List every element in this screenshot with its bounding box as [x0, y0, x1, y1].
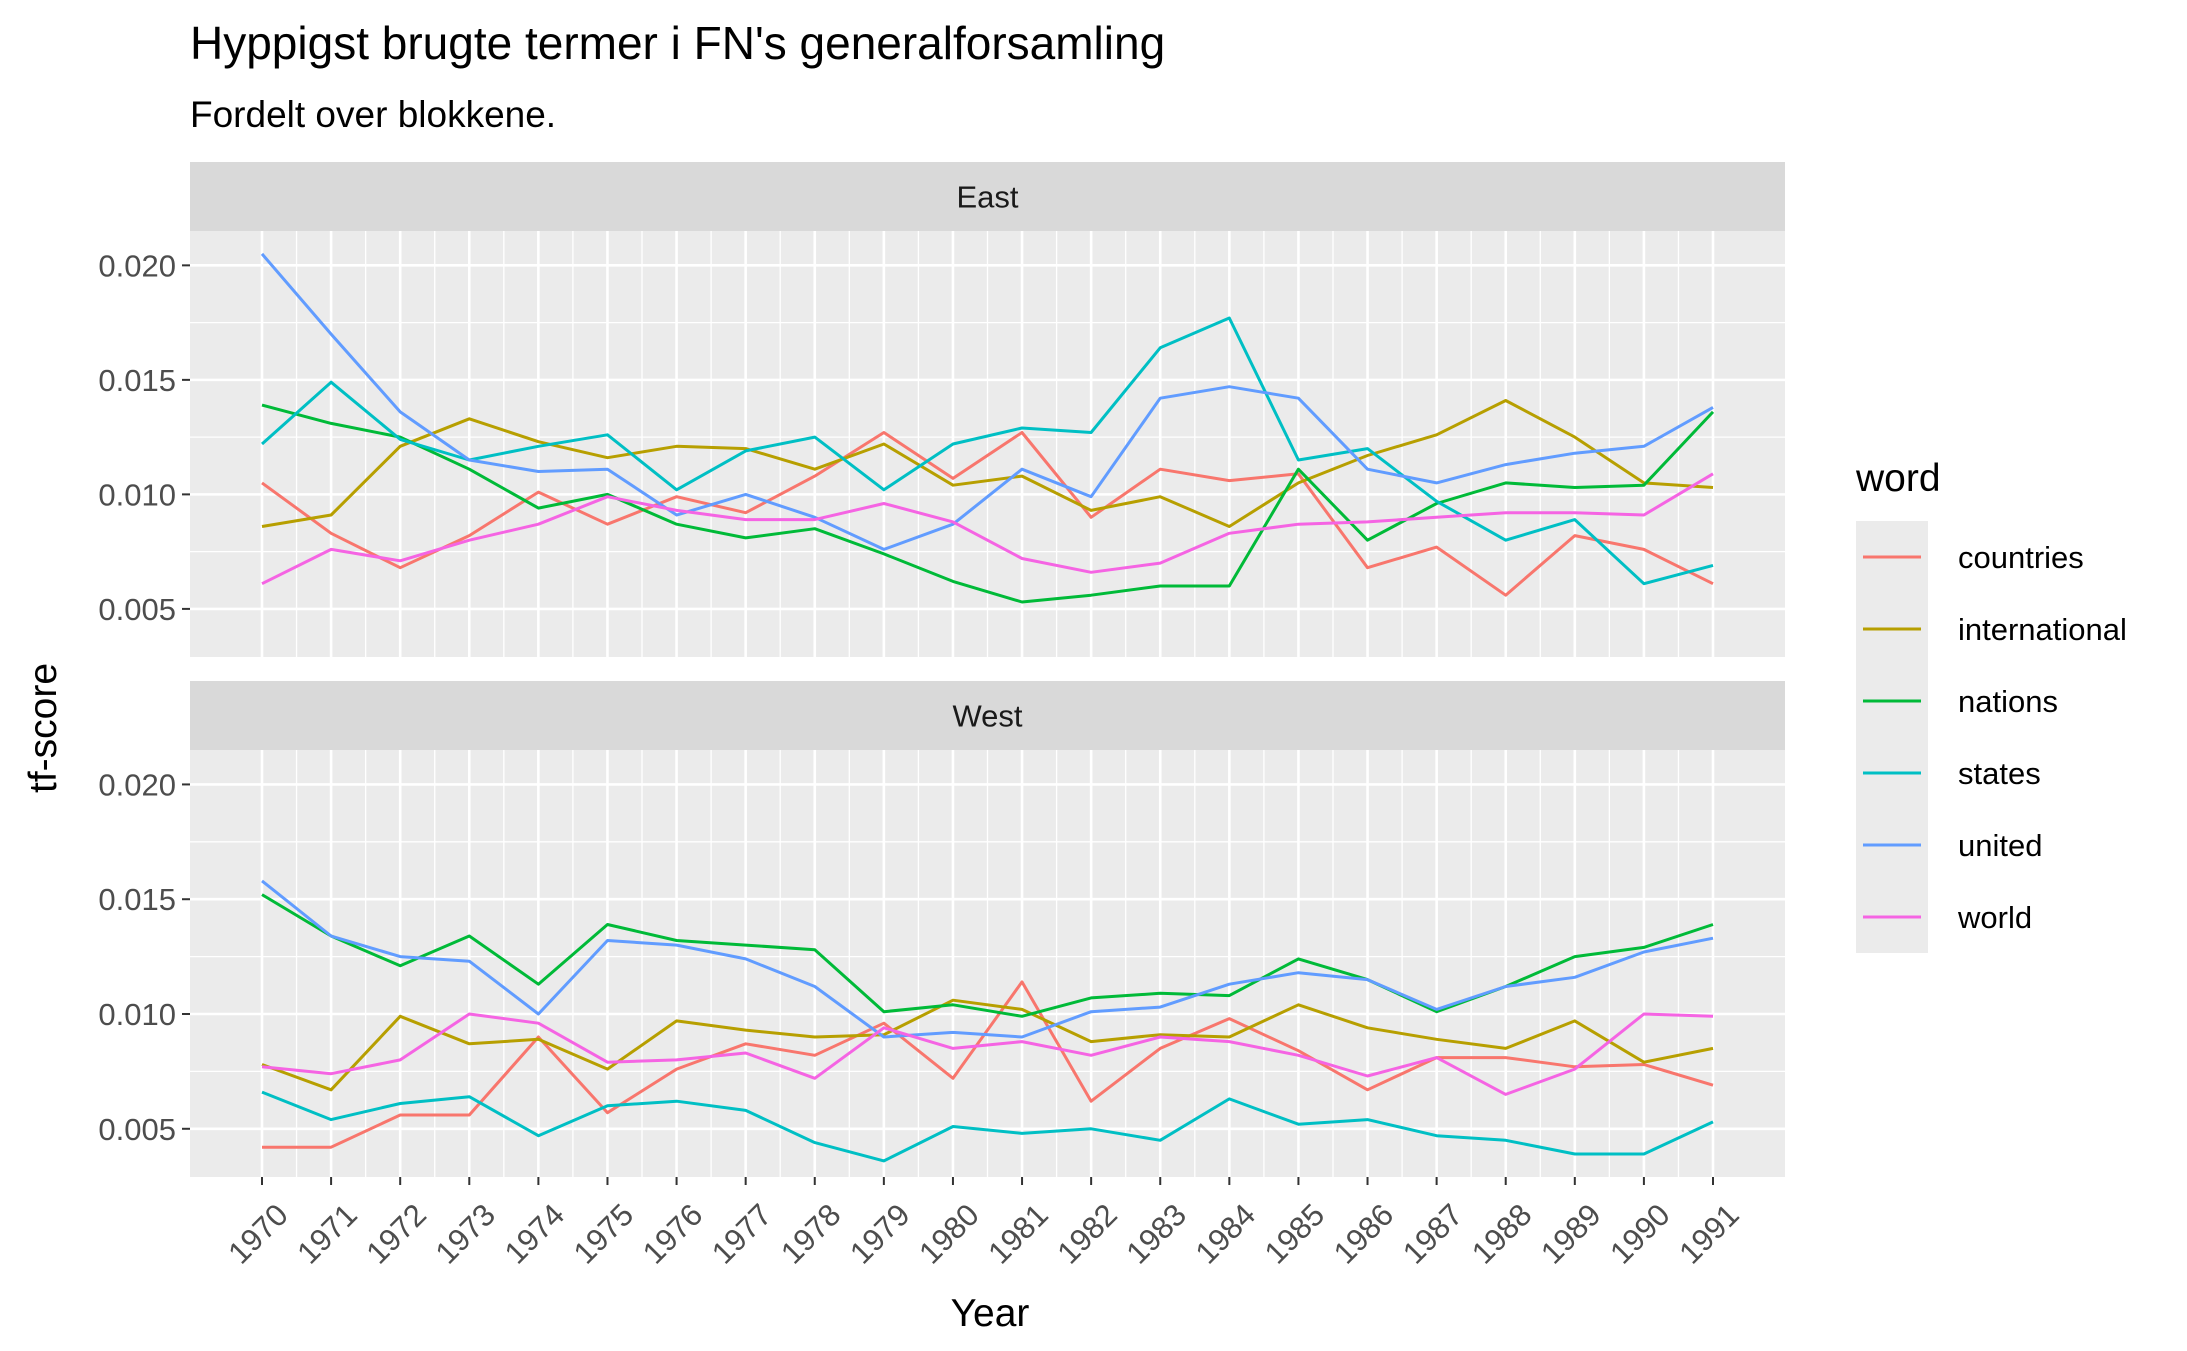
x-axis-title: Year	[951, 1292, 1030, 1335]
x-tick-label: 1971	[290, 1197, 364, 1271]
y-tick-label: 0.010	[98, 477, 176, 512]
x-tick-label: 1989	[1534, 1197, 1608, 1271]
x-tick-label: 1990	[1603, 1197, 1677, 1271]
chart-title: Hyppigst brugte termer i FN's generalfor…	[190, 17, 1165, 69]
legend-label-world: world	[1957, 900, 2032, 935]
y-tick-label: 0.010	[98, 997, 176, 1032]
x-tick-label: 1972	[359, 1197, 433, 1271]
x-tick-label: 1983	[1120, 1197, 1194, 1271]
x-tick-label: 1980	[912, 1197, 986, 1271]
legend: word countries international nations states…	[1855, 457, 2127, 953]
series-line-countries	[262, 980, 1714, 1149]
series-line-states	[261, 316, 1714, 586]
legend-key-background	[1856, 521, 1928, 953]
facet-strip	[190, 162, 1785, 231]
legend-label-nations: nations	[1958, 684, 2058, 719]
facet-strip-label: East	[956, 180, 1018, 215]
facet-strip-label: West	[952, 699, 1022, 734]
x-tick-label: 1987	[1396, 1197, 1470, 1271]
x-tick-label: 1977	[705, 1197, 779, 1271]
facet-west: West	[190, 681, 1785, 1177]
legend-label-international: international	[1958, 612, 2127, 647]
legend-title: word	[1855, 457, 1941, 500]
series-line-states	[261, 1090, 1714, 1163]
x-tick-label: 1988	[1465, 1197, 1539, 1271]
y-tick-label: 0.020	[98, 248, 176, 283]
series-line-international	[261, 998, 1714, 1092]
y-tick-label: 0.015	[98, 363, 176, 398]
y-tick-label: 0.015	[98, 882, 176, 917]
facet-strip	[190, 681, 1785, 750]
chart-subtitle: Fordelt over blokkene.	[190, 94, 556, 135]
legend-label-countries: countries	[1958, 540, 2084, 575]
x-axis: 1970197119721973197419751976197719781979…	[221, 1177, 1746, 1271]
series-line-international	[261, 399, 1714, 528]
facet-east: East	[190, 162, 1785, 657]
x-tick-label: 1975	[567, 1197, 641, 1271]
series-line-united	[261, 879, 1714, 1039]
x-tick-label: 1984	[1189, 1197, 1263, 1271]
x-tick-label: 1982	[1050, 1197, 1124, 1271]
series-line-united	[260, 252, 1714, 551]
x-tick-label: 1991	[1672, 1197, 1746, 1271]
y-tick-label: 0.005	[98, 1112, 176, 1147]
series-line-nations	[261, 403, 1715, 604]
x-tick-label: 1976	[636, 1197, 710, 1271]
series-line-world	[261, 472, 1714, 586]
x-tick-label: 1978	[774, 1197, 848, 1271]
x-tick-label: 1979	[843, 1197, 917, 1271]
series-line-countries	[261, 431, 1714, 597]
x-tick-label: 1970	[221, 1197, 295, 1271]
series-line-world	[261, 1012, 1714, 1096]
y-tick-label: 0.020	[98, 767, 176, 802]
legend-label-states: states	[1958, 756, 2041, 791]
y-tick-label: 0.005	[98, 592, 176, 627]
x-tick-label: 1986	[1327, 1197, 1401, 1271]
x-tick-label: 1981	[981, 1197, 1055, 1271]
y-axis: 0.005 0.010 0.015 0.020 0.005 0.010 0.015 0.020	[98, 248, 190, 1147]
x-tick-label: 1974	[498, 1197, 572, 1271]
x-tick-label: 1985	[1258, 1197, 1332, 1271]
facet-panels: East West	[190, 162, 1785, 1177]
legend-items: countries international nations states unite…	[1863, 540, 2127, 935]
x-tick-label: 1973	[429, 1197, 503, 1271]
y-axis-title: tf-score	[22, 663, 65, 793]
legend-label-united: united	[1958, 828, 2042, 863]
